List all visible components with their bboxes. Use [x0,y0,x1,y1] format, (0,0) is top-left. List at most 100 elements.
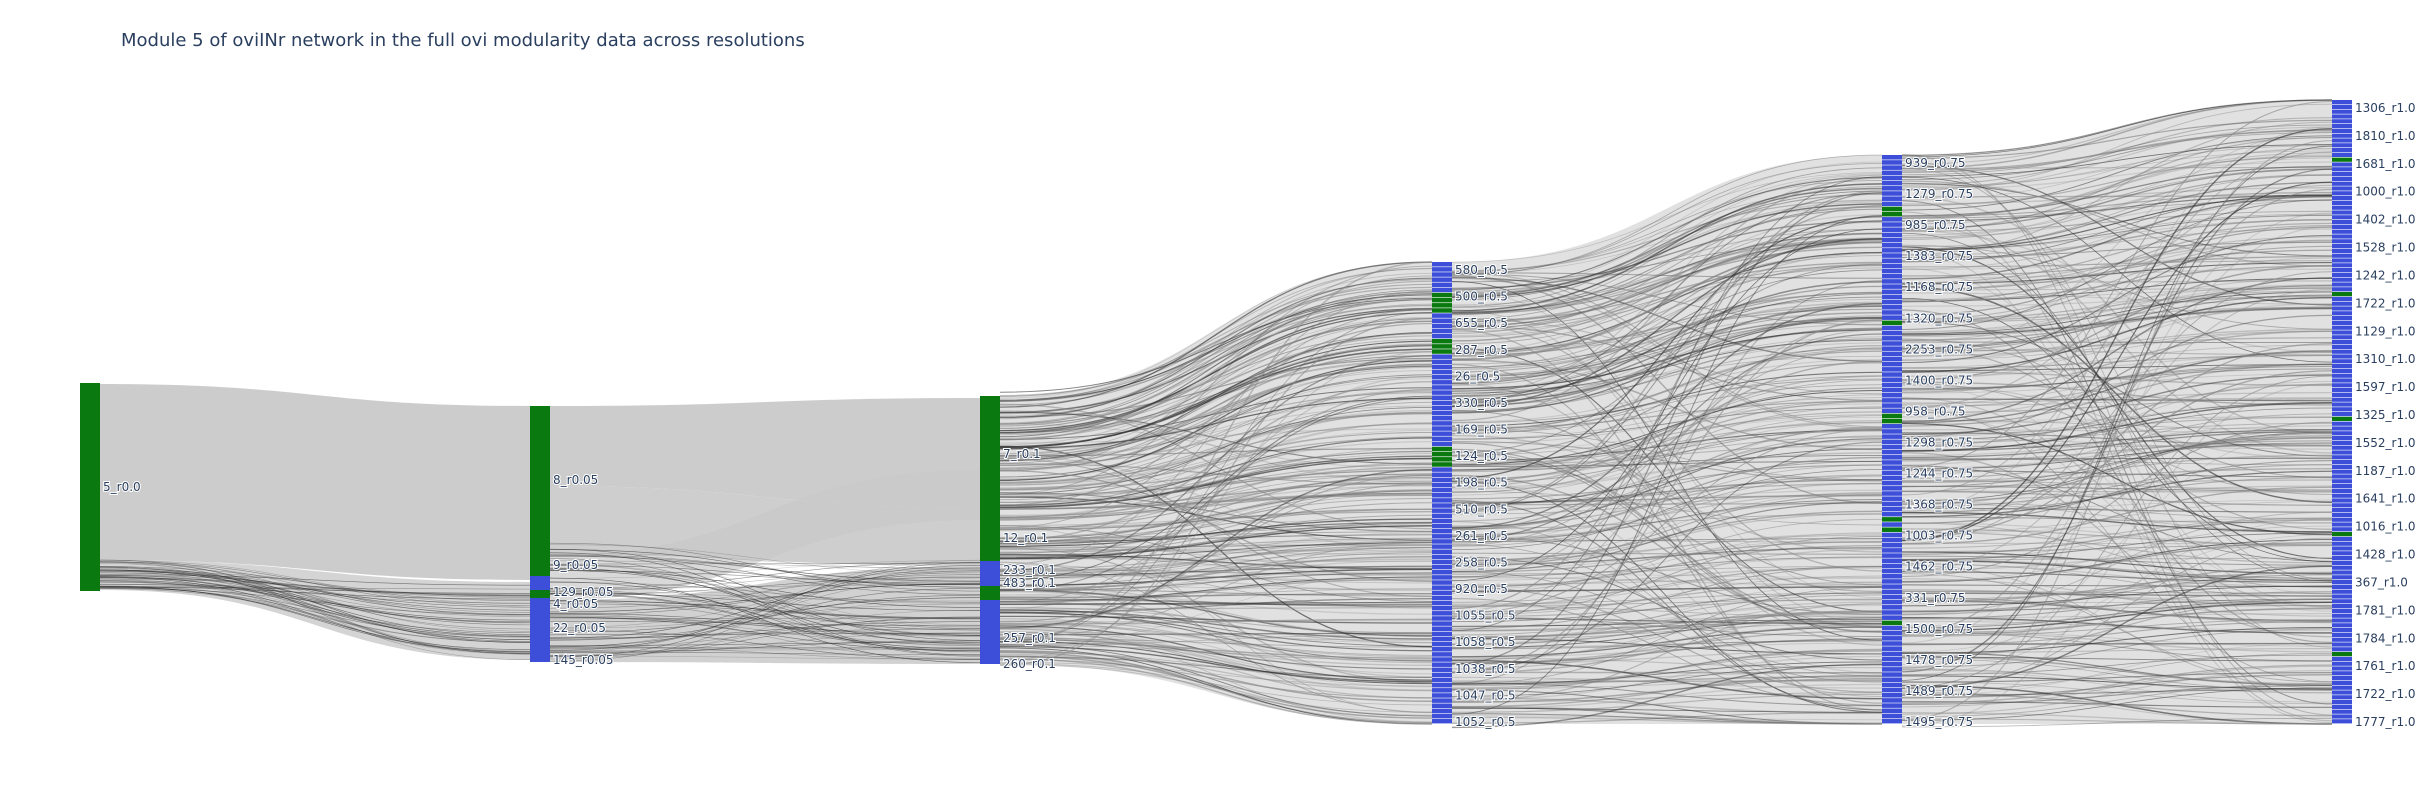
node-col4-19[interactable] [1882,253,1902,258]
node-col5-71[interactable] [2332,440,2352,445]
node-col4-104[interactable] [1882,692,1902,698]
node-col4-24[interactable] [1882,279,1902,284]
node-col5-113[interactable] [2332,642,2352,647]
node-col4-2[interactable] [1882,165,1902,170]
node-5_r0.0[interactable] [80,383,100,591]
node-col5-69[interactable] [2332,431,2352,436]
node-col3-30[interactable] [1432,416,1452,421]
node-col5-51[interactable] [2332,344,2352,349]
node-col4-46[interactable] [1882,392,1902,398]
node-col3-40[interactable] [1432,467,1452,472]
node-col5-6[interactable] [2332,128,2352,133]
node-col4-98[interactable] [1882,661,1902,667]
node-col5-114[interactable] [2332,647,2352,652]
node-col5-120[interactable] [2332,676,2352,681]
node-col4-69[interactable] [1882,511,1902,517]
node-col3-51[interactable] [1432,523,1452,529]
node-col5-7[interactable] [2332,133,2352,138]
node-col4-48[interactable] [1882,403,1902,408]
node-col3-25[interactable] [1432,390,1452,395]
node-col5-59[interactable] [2332,383,2352,388]
node-col3-73[interactable] [1432,636,1452,642]
node-col5-24[interactable] [2332,215,2352,220]
node-col4-7[interactable] [1882,191,1902,196]
node-col3-3[interactable] [1432,277,1452,282]
node-col3-67[interactable] [1432,605,1452,611]
node-col5-28[interactable] [2332,234,2352,239]
node-col4-28[interactable] [1882,299,1902,305]
node-col3-53[interactable] [1432,534,1452,539]
node-col5-105[interactable] [2332,604,2352,609]
node-col1-1[interactable] [530,576,550,582]
node-col5-56[interactable] [2332,368,2352,373]
node-col5-58[interactable] [2332,378,2352,383]
node-col5-37[interactable] [2332,277,2352,282]
node-col5-46[interactable] [2332,320,2352,325]
node-col2-4[interactable] [980,600,1000,614]
node-col4-36[interactable] [1882,341,1902,346]
node-col4-71[interactable] [1882,522,1902,527]
node-col4-97[interactable] [1882,656,1902,662]
node-col4-49[interactable] [1882,408,1902,414]
node-col4-63[interactable] [1882,480,1902,486]
node-col5-62[interactable] [2332,397,2352,402]
node-col5-77[interactable] [2332,469,2352,474]
node-col5-50[interactable] [2332,340,2352,345]
node-col3-57[interactable] [1432,554,1452,560]
node-col4-74[interactable] [1882,537,1902,543]
node-col4-33[interactable] [1882,325,1902,331]
node-col4-77[interactable] [1882,553,1902,558]
node-col1-7[interactable] [530,654,550,662]
node-col3-66[interactable] [1432,600,1452,606]
node-col5-124[interactable] [2332,695,2352,700]
node-col3-0[interactable] [1432,262,1452,267]
node-col5-33[interactable] [2332,258,2352,263]
node-col5-119[interactable] [2332,671,2352,676]
node-col4-16[interactable] [1882,237,1902,243]
node-col4-85[interactable] [1882,594,1902,600]
node-col5-39[interactable] [2332,287,2352,292]
node-col5-118[interactable] [2332,666,2352,671]
node-col3-65[interactable] [1432,595,1452,601]
node-col5-106[interactable] [2332,608,2352,613]
node-col3-56[interactable] [1432,549,1452,554]
node-col3-39[interactable] [1432,462,1452,467]
node-col5-45[interactable] [2332,316,2352,321]
node-col3-33[interactable] [1432,431,1452,436]
node-col5-13[interactable] [2332,162,2352,167]
node-col3-47[interactable] [1432,503,1452,508]
node-col4-75[interactable] [1882,542,1902,548]
node-col5-122[interactable] [2332,685,2352,690]
node-col4-105[interactable] [1882,698,1902,703]
node-col5-100[interactable] [2332,580,2352,585]
node-col4-95[interactable] [1882,646,1902,651]
node-col3-75[interactable] [1432,647,1452,652]
node-col1-3[interactable] [530,590,550,598]
node-col5-48[interactable] [2332,330,2352,335]
node-col5-86[interactable] [2332,512,2352,517]
node-col5-34[interactable] [2332,263,2352,268]
node-col5-80[interactable] [2332,484,2352,489]
node-col5-61[interactable] [2332,392,2352,397]
node-col3-88[interactable] [1432,713,1452,719]
node-col5-89[interactable] [2332,527,2352,532]
node-col5-47[interactable] [2332,325,2352,330]
node-col3-32[interactable] [1432,426,1452,431]
node-col4-56[interactable] [1882,444,1902,450]
node-col4-83[interactable] [1882,584,1902,589]
node-col3-63[interactable] [1432,585,1452,590]
node-col3-79[interactable] [1432,667,1452,673]
node-col5-36[interactable] [2332,272,2352,277]
node-col5-83[interactable] [2332,498,2352,503]
node-col3-8[interactable] [1432,303,1452,308]
node-col4-99[interactable] [1882,667,1902,672]
node-col3-60[interactable] [1432,570,1452,575]
node-col4-86[interactable] [1882,599,1902,605]
node-col4-58[interactable] [1882,455,1902,460]
node-col3-14[interactable] [1432,333,1452,339]
node-col1-2[interactable] [530,582,550,590]
node-col5-92[interactable] [2332,541,2352,546]
node-col4-79[interactable] [1882,563,1902,569]
node-col5-41[interactable] [2332,296,2352,301]
node-col5-67[interactable] [2332,421,2352,426]
